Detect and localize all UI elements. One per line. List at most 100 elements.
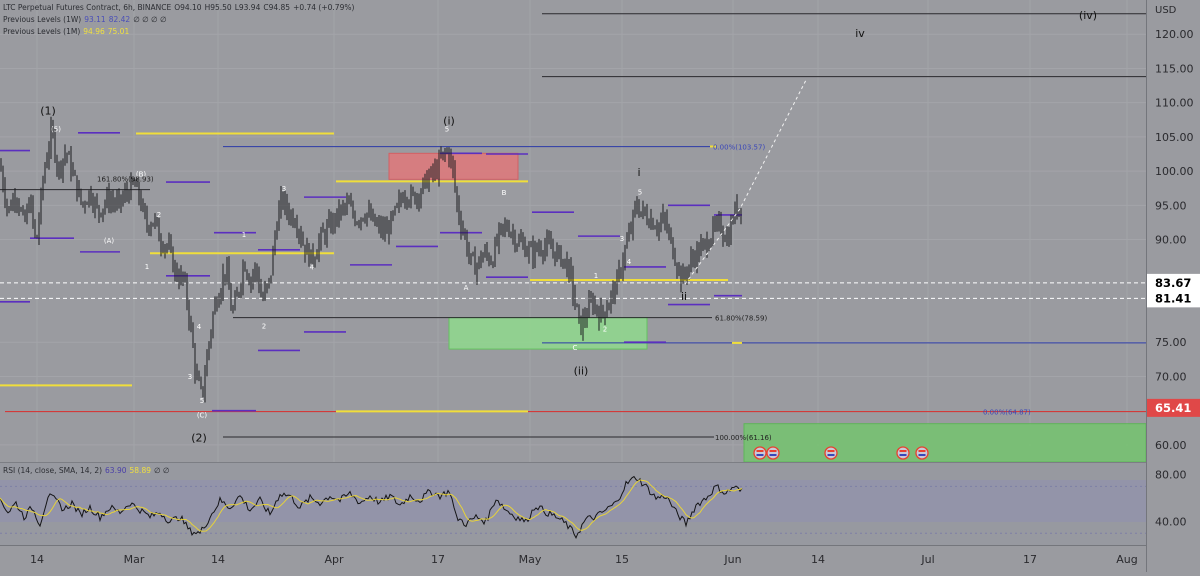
wave-label-minor-21: 5: [638, 188, 642, 196]
event-flag-icon: [753, 446, 767, 460]
price-badge-1: 81.41: [1155, 291, 1191, 305]
fib-label-0: 161.80%(98.93): [97, 175, 154, 183]
price-tick-9: 60.00: [1155, 439, 1187, 452]
wave-label-minor-9: 2: [262, 323, 266, 331]
event-icon-0: [753, 446, 767, 460]
date-tick-7: Jun: [723, 553, 741, 566]
rsi-rest: ∅ ∅: [154, 466, 170, 475]
fib-label-3: 100.00%(61.16): [715, 434, 772, 442]
wave-label-minor-8: (C): [197, 412, 208, 420]
event-flag-stripe: [899, 450, 907, 452]
levels: [0, 13, 1146, 438]
date-tick-11: Aug: [1116, 553, 1137, 566]
date-tick-3: Apr: [324, 553, 344, 566]
rsi-tick-1: 40.00: [1155, 516, 1187, 529]
symbol-title[interactable]: LTC Perpetual Futures Contract, 6h, BINA…: [3, 3, 172, 12]
zones: [388, 152, 1147, 463]
price-badge-bg-0: [1147, 273, 1200, 292]
wave-label-minor-15: A: [464, 284, 469, 292]
event-flag-stripe: [827, 450, 835, 452]
rsi-tick-0: 80.00: [1155, 469, 1187, 482]
ohlc-open: O94.10: [174, 3, 202, 12]
event-flag-stripe: [756, 450, 764, 452]
wave-label-minor-3: 2: [157, 211, 161, 219]
prev-1m-b: 75.01: [107, 27, 130, 36]
prev-1w-rest: ∅ ∅ ∅ ∅: [133, 15, 167, 24]
price-pane-bg: [0, 0, 1146, 462]
wave-label-minor-11: 3: [282, 185, 286, 193]
price-tick-3: 105.00: [1155, 131, 1194, 144]
date-tick-0: 14: [30, 553, 44, 566]
wave-label-minor-20: 4: [627, 258, 632, 266]
wave-label-minor-12: 4: [310, 264, 315, 272]
prev-1w-a: 93.11: [84, 15, 106, 24]
prev-levels-1m[interactable]: Previous Levels (1M) 94.96 75.01: [3, 27, 132, 36]
event-icon-1: [766, 446, 780, 460]
price-badge-bg-1: [1147, 289, 1200, 308]
price-tick-5: 95.00: [1155, 199, 1187, 212]
wave-label-minor-18: 2: [603, 325, 607, 333]
rsi-value: 63.90: [105, 466, 127, 475]
time-axis[interactable]: 14 Mar 14 Apr 17 May 15 Jun 14 Jul 17 Aug: [30, 553, 1138, 566]
rsi-label: RSI (14, close, SMA, 14, 2): [3, 466, 103, 475]
projection-path: [684, 79, 807, 285]
wave-label-major-5: ii: [681, 290, 687, 303]
wave-label-minor-16: C: [573, 344, 578, 352]
green-zone: [448, 317, 648, 350]
prev-1w-b: 82.42: [108, 15, 131, 24]
prev-1m-a: 94.96: [83, 27, 105, 36]
prev-levels-1w[interactable]: Previous Levels (1W) 93.11 82.42 ∅ ∅ ∅ ∅: [3, 15, 169, 24]
price-tick-7: 75.00: [1155, 336, 1187, 349]
rsi-ma-value: 58.89: [129, 466, 151, 475]
rsi-ma-line: [0, 479, 743, 532]
wave-label-minor-13: 5: [445, 125, 449, 133]
event-flag-icon: [766, 446, 780, 460]
rsi-band: [0, 480, 1146, 522]
price-tick-4: 100.00: [1155, 165, 1194, 178]
event-flag-stripe-2: [827, 454, 835, 456]
date-tick-1: Mar: [124, 553, 145, 566]
wave-label-minor-5: 4: [197, 323, 202, 331]
wave-label-minor-10: 1: [242, 231, 246, 239]
wave-label-major-0: (1): [40, 104, 56, 117]
axis-currency: USD: [1155, 5, 1177, 16]
green-target: [743, 423, 1147, 463]
wave-label-minor-4: 1: [145, 263, 149, 271]
price-tick-8: 70.00: [1155, 370, 1187, 383]
event-flag-stripe: [918, 450, 926, 452]
fib-label-1: 0.00%(103.57): [713, 144, 765, 152]
event-flag-stripe-2: [769, 454, 777, 456]
date-tick-5: May: [519, 553, 542, 566]
date-tick-8: 14: [811, 553, 825, 566]
rsi-pane: [0, 475, 1146, 539]
price-tick-0: 120.00: [1155, 28, 1194, 41]
event-icon-3: [896, 446, 910, 460]
event-flag-icon: [896, 446, 910, 460]
candles: [0, 116, 742, 403]
fib-label-2: 61.80%(78.59): [715, 315, 767, 323]
price-axis[interactable]: USD 120.00 115.00 110.00 105.00 100.00 95.00 90…: [1147, 5, 1200, 529]
wave-label-major-2: (i): [443, 115, 455, 128]
price-badge-0: 83.67: [1155, 276, 1191, 290]
rsi-header[interactable]: RSI (14, close, SMA, 14, 2) 63.90 58.89 ∅ ∅: [3, 466, 172, 475]
event-flag-stripe: [769, 450, 777, 452]
event-flag-icon: [915, 446, 929, 460]
ohlc-high: H95.50: [204, 3, 232, 12]
labels: (1)(2)(i)(ii)iiiiv(iv)(5)(B)(A)21435(C)2…: [40, 9, 1097, 444]
event-icon-4: [915, 446, 929, 460]
prev-levels-1m-label: Previous Levels (1M): [3, 27, 81, 36]
ohlc-low: L93.94: [234, 3, 261, 12]
wave-label-major-1: (2): [191, 431, 207, 444]
wave-label-minor-0: (5): [51, 125, 61, 133]
level-segments: [0, 131, 742, 413]
projection: [684, 79, 807, 285]
symbol-header: LTC Perpetual Futures Contract, 6h, BINA…: [3, 3, 357, 12]
wave-label-minor-2: (A): [104, 237, 115, 245]
date-tick-2: 14: [211, 553, 225, 566]
prev-levels-1w-label: Previous Levels (1W): [3, 15, 82, 24]
date-tick-10: 17: [1023, 553, 1037, 566]
price-badge-bg-2: [1147, 398, 1200, 417]
wave-label-minor-1: (B): [136, 171, 147, 179]
